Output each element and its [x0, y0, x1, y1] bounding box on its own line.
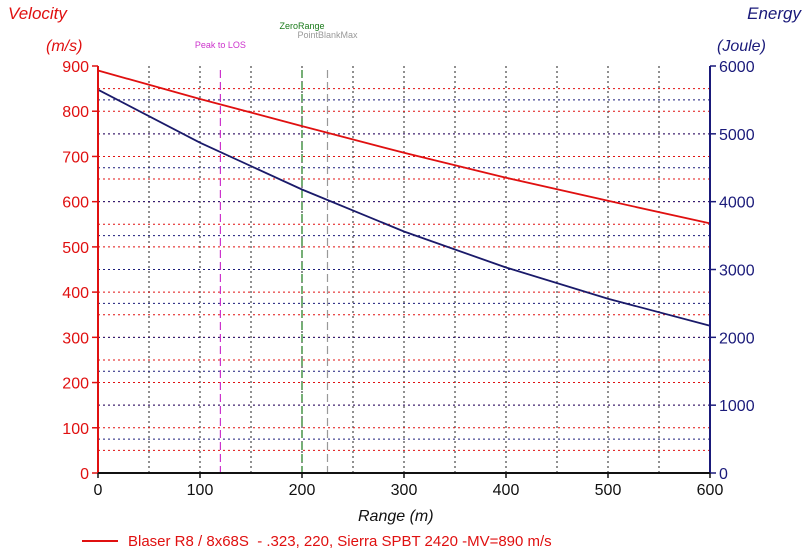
tick-label-range: 200	[289, 482, 316, 499]
marker-label-0: Peak to LOS	[195, 40, 246, 50]
tick-label-range: 100	[187, 482, 214, 499]
tick-label-range: 600	[697, 482, 724, 499]
legend-swatch	[82, 540, 118, 542]
tick-label-velocity: 400	[62, 285, 89, 302]
left-axis-unit: (m/s)	[46, 38, 83, 55]
tick-label-range: 0	[94, 482, 103, 499]
right-axis-title: Energy	[747, 4, 801, 23]
tick-label-energy: 0	[719, 466, 728, 483]
tick-labels: 0100200300400500600700800900010002000300…	[62, 59, 754, 499]
tick-label-range: 500	[595, 482, 622, 499]
marker-label-2: PointBlankMax	[297, 30, 358, 40]
tick-label-velocity: 200	[62, 376, 89, 393]
legend-entry-text: Blaser R8 / 8x68S - .323, 220, Sierra SP…	[128, 532, 552, 550]
tick-label-velocity: 700	[62, 149, 89, 166]
right-axis-unit: (Joule)	[717, 38, 766, 55]
tick-label-energy: 6000	[719, 59, 755, 76]
tick-label-energy: 1000	[719, 398, 755, 415]
x-axis-label: Range (m)	[358, 508, 434, 525]
tick-label-velocity: 900	[62, 59, 89, 76]
tick-label-velocity: 600	[62, 195, 89, 212]
tick-label-velocity: 300	[62, 330, 89, 347]
series-lines	[97, 69, 711, 327]
tick-label-velocity: 100	[62, 421, 89, 438]
tick-label-velocity: 500	[62, 240, 89, 257]
series-line-0	[97, 69, 711, 225]
axes	[92, 65, 716, 478]
marker-label-1: ZeroRange	[279, 21, 324, 31]
tick-label-range: 400	[493, 482, 520, 499]
series-line-1	[97, 88, 711, 327]
tick-label-energy: 4000	[719, 195, 755, 212]
tick-label-energy: 5000	[719, 127, 755, 144]
grid	[98, 66, 710, 473]
tick-label-energy: 3000	[719, 263, 755, 280]
tick-label-velocity: 800	[62, 104, 89, 121]
legend: Blaser R8 / 8x68S - .323, 220, Sierra SP…	[82, 530, 552, 552]
tick-label-velocity: 0	[80, 466, 89, 483]
tick-label-energy: 2000	[719, 330, 755, 347]
tick-label-range: 300	[391, 482, 418, 499]
left-axis-title: Velocity	[8, 4, 67, 23]
